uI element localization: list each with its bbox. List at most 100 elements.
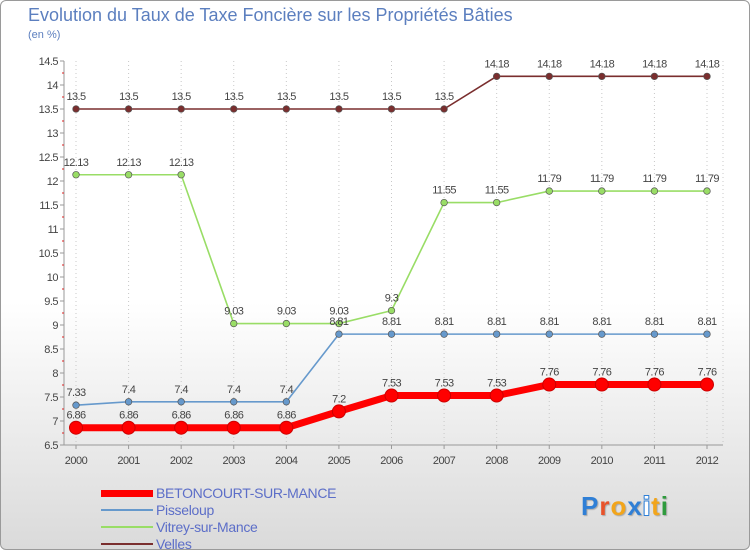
data-label: 13.5 <box>224 91 243 103</box>
data-label: 7.33 <box>66 387 85 399</box>
data-label: 11.55 <box>485 185 509 197</box>
data-point <box>650 330 659 338</box>
data-label: 7.53 <box>435 378 454 390</box>
legend-item: Velles <box>101 536 401 550</box>
data-label: 9.3 <box>385 293 399 305</box>
data-point <box>230 319 238 328</box>
data-label: 14.18 <box>590 58 615 70</box>
y-tick-label: 14 <box>47 80 59 92</box>
x-tick-label: 2005 <box>328 455 351 467</box>
data-point <box>703 330 711 338</box>
data-label: 13.5 <box>277 91 296 103</box>
y-tick-label: 10.5 <box>39 248 59 260</box>
data-point <box>282 105 290 113</box>
data-point <box>384 388 399 403</box>
data-point <box>279 420 294 435</box>
data-point <box>440 198 448 207</box>
data-label: 6.86 <box>66 410 85 422</box>
data-label: 14.18 <box>695 58 720 70</box>
data-label: 11.79 <box>537 173 561 185</box>
data-label: 7.4 <box>227 384 241 396</box>
data-point <box>177 171 185 179</box>
y-tick-label: 12 <box>47 176 59 188</box>
x-tick-label: 2000 <box>65 455 88 467</box>
data-point <box>594 377 609 392</box>
data-point <box>489 388 504 403</box>
legend: BETONCOURT-SUR-MANCE Pisseloup Vitrey-sur-… <box>101 485 401 550</box>
data-point <box>545 72 553 81</box>
y-tick-label: 10 <box>47 272 59 284</box>
data-label: 11.79 <box>695 173 719 185</box>
x-tick-label: 2009 <box>538 455 561 467</box>
legend-item: Pisseloup <box>101 502 401 519</box>
data-label: 8.81 <box>329 316 348 328</box>
data-point <box>335 330 343 338</box>
data-point <box>124 105 133 113</box>
data-label: 6.86 <box>119 410 138 422</box>
data-point <box>226 420 241 435</box>
data-point <box>650 187 659 195</box>
data-point <box>282 398 290 406</box>
data-point <box>493 72 501 81</box>
data-labels: 13.5 13.5 13.5 13.5 13.5 13.5 13.5 13.5 14.18 14.… <box>64 58 721 422</box>
data-label: 9.03 <box>329 306 348 318</box>
data-point <box>282 319 290 328</box>
legend-label: Pisseloup <box>156 502 215 518</box>
data-point <box>493 198 501 207</box>
x-tick-label: 2003 <box>223 455 246 467</box>
legend-item: BETONCOURT-SUR-MANCE <box>101 485 401 502</box>
legend-label: BETONCOURT-SUR-MANCE <box>156 485 337 501</box>
grid-lines <box>75 61 724 445</box>
data-label: 8.81 <box>592 316 611 328</box>
x-tick-label: 2010 <box>591 455 614 467</box>
data-point <box>542 377 557 392</box>
data-point <box>69 420 83 435</box>
data-label: 6.86 <box>224 410 243 422</box>
y-tick-label: 14.5 <box>39 56 59 68</box>
data-label: 7.76 <box>645 367 664 379</box>
data-point <box>598 187 606 195</box>
logo-letter: t <box>651 491 661 521</box>
chart-unit-label: (en %) <box>28 29 61 41</box>
data-point <box>387 105 396 113</box>
x-tick-label: 2008 <box>485 455 508 467</box>
data-point <box>387 306 396 315</box>
data-point <box>124 398 133 406</box>
data-point <box>440 105 448 113</box>
logo-letter: i <box>660 491 669 521</box>
y-tick-label: 7.5 <box>44 392 58 404</box>
y-tick-label: 13.5 <box>39 104 59 116</box>
legend-swatch <box>101 509 153 511</box>
data-point <box>230 105 238 113</box>
data-point <box>72 401 80 409</box>
legend-swatch <box>101 543 153 545</box>
data-label: 8.81 <box>435 316 454 328</box>
proxiti-logo: Proxiti <box>581 491 669 522</box>
data-point <box>545 330 553 338</box>
chart-title: Evolution du Taux de Taxe Foncière sur l… <box>28 5 513 25</box>
logo-letter: P <box>581 491 600 521</box>
data-label: 11.79 <box>590 173 614 185</box>
data-point <box>598 330 606 338</box>
x-tick-label: 2012 <box>696 455 719 467</box>
data-label: 14.18 <box>537 58 562 70</box>
data-label: 9.03 <box>277 306 296 318</box>
legend-swatch <box>101 526 153 528</box>
x-tick-label: 2011 <box>644 455 666 467</box>
data-point <box>174 420 189 435</box>
data-point <box>335 105 343 113</box>
data-point <box>331 404 346 419</box>
data-label: 8.81 <box>382 316 401 328</box>
y-tick-label: 7 <box>52 416 58 428</box>
data-label: 7.53 <box>382 378 401 390</box>
data-point <box>72 105 80 113</box>
data-label: 7.4 <box>280 384 294 396</box>
data-label: 8.81 <box>487 316 506 328</box>
data-label: 12.13 <box>169 157 194 169</box>
data-point <box>124 171 133 179</box>
legend-label: Velles <box>156 536 192 550</box>
data-label: 7.53 <box>487 378 506 390</box>
legend-item: Vitrey-sur-Mance <box>101 519 401 536</box>
data-point <box>177 105 185 113</box>
